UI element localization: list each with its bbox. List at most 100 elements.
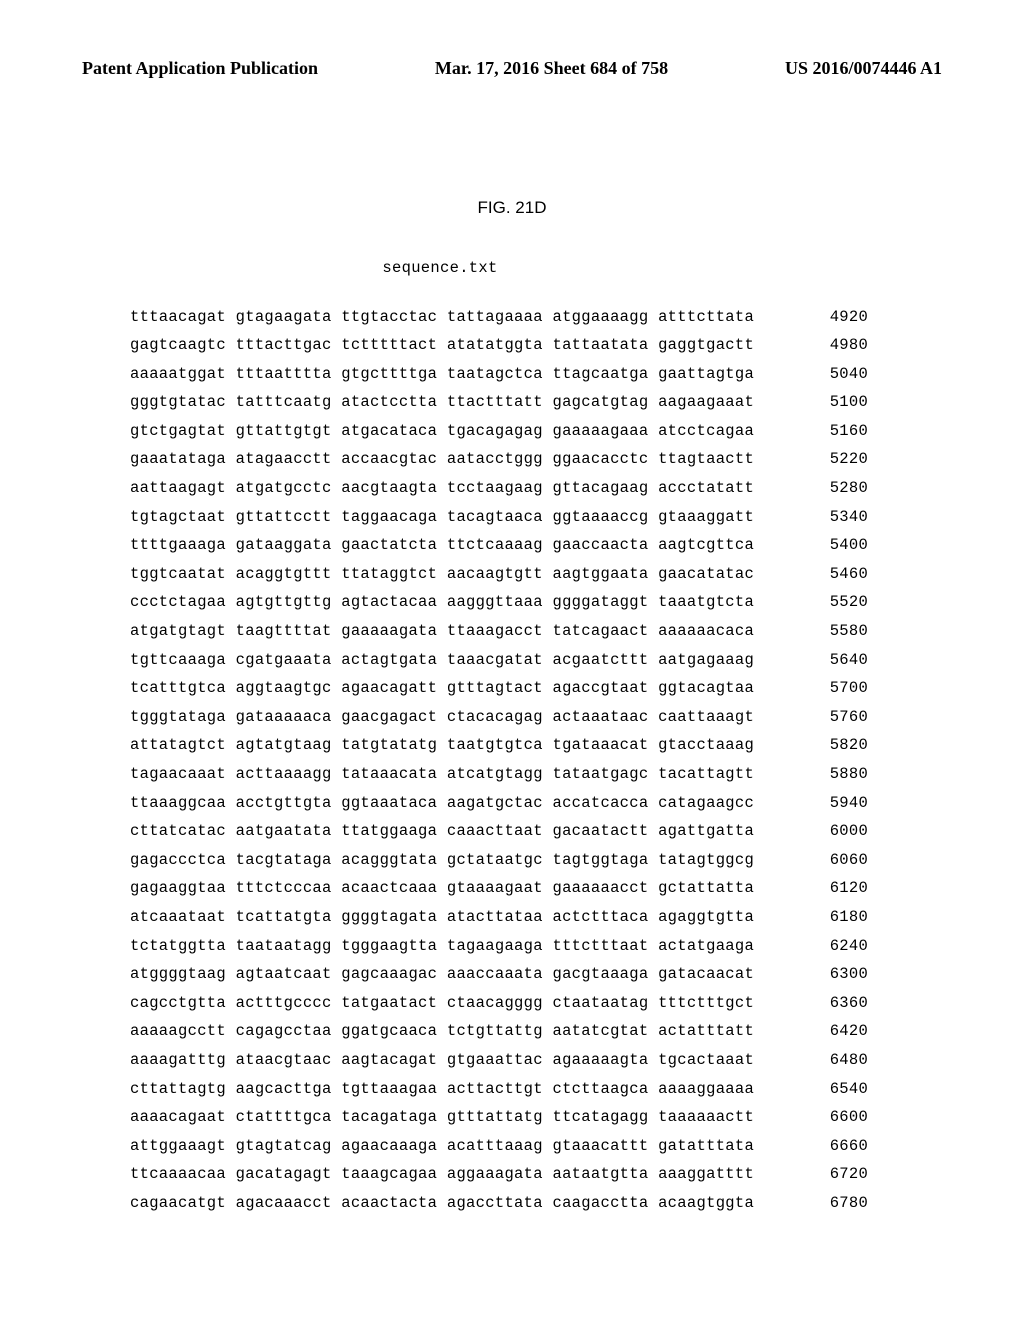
sequence-position: 6300	[778, 967, 868, 983]
sequence-groups: atcaaataat tcattatgta ggggtagata atactta…	[130, 910, 754, 926]
sequence-row: gagaaggtaa tttctcccaa acaactcaaa gtaaaag…	[130, 881, 868, 897]
sequence-row: aaaagatttg ataacgtaac aagtacagat gtgaaat…	[130, 1053, 868, 1069]
sequence-row: attatagtct agtatgtaag tatgtatatg taatgtg…	[130, 738, 868, 754]
sequence-row: cttatcatac aatgaatata ttatggaaga caaactt…	[130, 824, 868, 840]
sequence-groups: cagcctgtta actttgcccc tatgaatact ctaacag…	[130, 996, 754, 1012]
sequence-position: 5880	[778, 767, 868, 783]
sequence-row: atggggtaag agtaatcaat gagcaaagac aaaccaa…	[130, 967, 868, 983]
sequence-position: 6660	[778, 1139, 868, 1155]
sequence-groups: gggtgtatac tatttcaatg atactcctta ttacttt…	[130, 395, 754, 411]
sequence-row: tgttcaaaga cgatgaaata actagtgata taaacga…	[130, 653, 868, 669]
sequence-groups: cttatcatac aatgaatata ttatggaaga caaactt…	[130, 824, 754, 840]
sequence-groups: ccctctagaa agtgttgttg agtactacaa aagggtt…	[130, 595, 754, 611]
sequence-row: ttttgaaaga gataaggata gaactatcta ttctcaa…	[130, 538, 868, 554]
sequence-row: cagcctgtta actttgcccc tatgaatact ctaacag…	[130, 996, 868, 1012]
sequence-row: tagaacaaat acttaaaagg tataaacata atcatgt…	[130, 767, 868, 783]
sequence-position: 5820	[778, 738, 868, 754]
sequence-row: aaaaatggat tttaatttta gtgcttttga taatagc…	[130, 367, 868, 383]
sequence-groups: gaaatataga atagaacctt accaacgtac aatacct…	[130, 452, 754, 468]
header-right: US 2016/0074446 A1	[785, 58, 942, 79]
sequence-position: 5460	[778, 567, 868, 583]
sequence-position: 5340	[778, 510, 868, 526]
sequence-groups: tgtagctaat gttattcctt taggaacaga tacagta…	[130, 510, 754, 526]
sequence-position: 6420	[778, 1024, 868, 1040]
sequence-groups: attatagtct agtatgtaag tatgtatatg taatgtg…	[130, 738, 754, 754]
sequence-title: sequence.txt	[130, 261, 750, 277]
sequence-position: 5220	[778, 452, 868, 468]
sequence-row: aaaaagcctt cagagcctaa ggatgcaaca tctgtta…	[130, 1024, 868, 1040]
sequence-position: 5280	[778, 481, 868, 497]
sequence-position: 6120	[778, 881, 868, 897]
sequence-position: 5520	[778, 595, 868, 611]
sequence-groups: cagaacatgt agacaaacct acaactacta agacctt…	[130, 1196, 754, 1212]
sequence-row: aattaagagt atgatgcctc aacgtaagta tcctaag…	[130, 481, 868, 497]
sequence-position: 5160	[778, 424, 868, 440]
sequence-row: aaaacagaat ctattttgca tacagataga gtttatt…	[130, 1110, 868, 1126]
sequence-position: 4920	[778, 310, 868, 326]
sequence-position: 5580	[778, 624, 868, 640]
header-left: Patent Application Publication	[82, 58, 318, 79]
sequence-groups: tctatggtta taataatagg tgggaagtta tagaaga…	[130, 939, 754, 955]
sequence-groups: gagaccctca tacgtataga acagggtata gctataa…	[130, 853, 754, 869]
sequence-row: ccctctagaa agtgttgttg agtactacaa aagggtt…	[130, 595, 868, 611]
sequence-row: tcatttgtca aggtaagtgc agaacagatt gtttagt…	[130, 681, 868, 697]
sequence-row: attggaaagt gtagtatcag agaacaaaga acattta…	[130, 1139, 868, 1155]
sequence-row: ttaaaggcaa acctgttgta ggtaaataca aagatgc…	[130, 796, 868, 812]
sequence-row: gaaatataga atagaacctt accaacgtac aatacct…	[130, 452, 868, 468]
sequence-position: 6000	[778, 824, 868, 840]
sequence-position: 6360	[778, 996, 868, 1012]
sequence-groups: aattaagagt atgatgcctc aacgtaagta tcctaag…	[130, 481, 754, 497]
sequence-groups: tggtcaatat acaggtgttt ttataggtct aacaagt…	[130, 567, 754, 583]
sequence-rows: tttaacagat gtagaagata ttgtacctac tattaga…	[130, 310, 868, 1212]
figure-label: FIG. 21D	[0, 198, 1024, 218]
sequence-row: tggtcaatat acaggtgttt ttataggtct aacaagt…	[130, 567, 868, 583]
sequence-row: gggtgtatac tatttcaatg atactcctta ttacttt…	[130, 395, 868, 411]
sequence-row: tgtagctaat gttattcctt taggaacaga tacagta…	[130, 510, 868, 526]
sequence-groups: gagtcaagtc tttacttgac tctttttact atatatg…	[130, 338, 754, 354]
sequence-position: 5040	[778, 367, 868, 383]
sequence-groups: cttattagtg aagcacttga tgttaaagaa acttact…	[130, 1082, 754, 1098]
sequence-groups: atggggtaag agtaatcaat gagcaaagac aaaccaa…	[130, 967, 754, 983]
sequence-groups: tcatttgtca aggtaagtgc agaacagatt gtttagt…	[130, 681, 754, 697]
sequence-position: 5640	[778, 653, 868, 669]
sequence-groups: aaaagatttg ataacgtaac aagtacagat gtgaaat…	[130, 1053, 754, 1069]
sequence-row: gagaccctca tacgtataga acagggtata gctataa…	[130, 853, 868, 869]
sequence-groups: tttaacagat gtagaagata ttgtacctac tattaga…	[130, 310, 754, 326]
sequence-groups: aaaacagaat ctattttgca tacagataga gtttatt…	[130, 1110, 754, 1126]
sequence-groups: ttaaaggcaa acctgttgta ggtaaataca aagatgc…	[130, 796, 754, 812]
sequence-groups: ttcaaaacaa gacatagagt taaagcagaa aggaaag…	[130, 1167, 754, 1183]
sequence-groups: tagaacaaat acttaaaagg tataaacata atcatgt…	[130, 767, 754, 783]
sequence-groups: ttttgaaaga gataaggata gaactatcta ttctcaa…	[130, 538, 754, 554]
sequence-position: 6540	[778, 1082, 868, 1098]
sequence-position: 4980	[778, 338, 868, 354]
sequence-position: 6600	[778, 1110, 868, 1126]
sequence-groups: attggaaagt gtagtatcag agaacaaaga acattta…	[130, 1139, 754, 1155]
sequence-groups: aaaaagcctt cagagcctaa ggatgcaaca tctgtta…	[130, 1024, 754, 1040]
sequence-groups: tgggtataga gataaaaaca gaacgagact ctacaca…	[130, 710, 754, 726]
header-center: Mar. 17, 2016 Sheet 684 of 758	[435, 58, 668, 79]
sequence-position: 6060	[778, 853, 868, 869]
sequence-row: ttcaaaacaa gacatagagt taaagcagaa aggaaag…	[130, 1167, 868, 1183]
sequence-groups: tgttcaaaga cgatgaaata actagtgata taaacga…	[130, 653, 754, 669]
sequence-position: 5100	[778, 395, 868, 411]
sequence-row: gagtcaagtc tttacttgac tctttttact atatatg…	[130, 338, 868, 354]
sequence-position: 5760	[778, 710, 868, 726]
sequence-position: 6180	[778, 910, 868, 926]
sequence-row: atgatgtagt taagttttat gaaaaagata ttaaaga…	[130, 624, 868, 640]
sequence-row: atcaaataat tcattatgta ggggtagata atactta…	[130, 910, 868, 926]
sequence-row: cttattagtg aagcacttga tgttaaagaa acttact…	[130, 1082, 868, 1098]
sequence-position: 5400	[778, 538, 868, 554]
sequence-position: 6480	[778, 1053, 868, 1069]
sequence-row: tttaacagat gtagaagata ttgtacctac tattaga…	[130, 310, 868, 326]
sequence-position: 6780	[778, 1196, 868, 1212]
sequence-row: cagaacatgt agacaaacct acaactacta agacctt…	[130, 1196, 868, 1212]
sequence-groups: atgatgtagt taagttttat gaaaaagata ttaaaga…	[130, 624, 754, 640]
sequence-row: tgggtataga gataaaaaca gaacgagact ctacaca…	[130, 710, 868, 726]
sequence-groups: gtctgagtat gttattgtgt atgacataca tgacaga…	[130, 424, 754, 440]
sequence-block: sequence.txt tttaacagat gtagaagata ttgta…	[130, 230, 868, 1240]
sequence-groups: gagaaggtaa tttctcccaa acaactcaaa gtaaaag…	[130, 881, 754, 897]
page-header: Patent Application Publication Mar. 17, …	[0, 58, 1024, 79]
sequence-groups: aaaaatggat tttaatttta gtgcttttga taatagc…	[130, 367, 754, 383]
sequence-position: 6720	[778, 1167, 868, 1183]
sequence-position: 5940	[778, 796, 868, 812]
